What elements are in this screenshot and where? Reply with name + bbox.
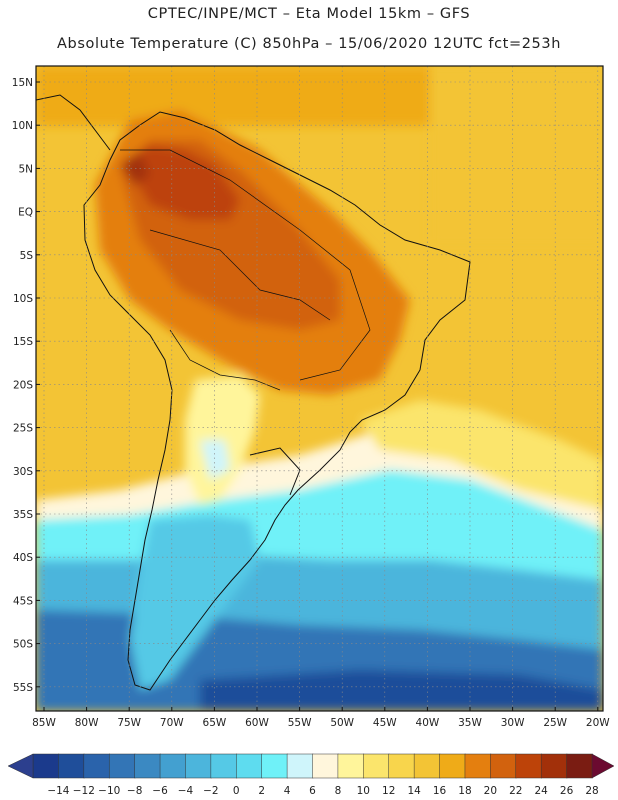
- coastlines: [36, 94, 471, 691]
- colorbar-tick-label: 26: [560, 785, 574, 797]
- lat-label: 10S: [13, 293, 33, 305]
- colorbar-low-arrow: [7, 753, 34, 779]
- lat-label: 10N: [12, 120, 33, 132]
- lon-label: 45W: [373, 717, 397, 729]
- lat-label: 15S: [13, 336, 33, 348]
- colorbar-high-arrow: [591, 753, 615, 779]
- colorbar-swatch: [540, 753, 568, 779]
- colorbar-tick-label: 0: [233, 785, 240, 797]
- lat-label: 30S: [13, 466, 33, 478]
- coastline-south-america: [83, 111, 471, 691]
- lat-label: EQ: [18, 207, 33, 219]
- colorbar-swatch: [58, 753, 85, 779]
- lon-label: 65W: [203, 717, 227, 729]
- colorbar-swatch: [159, 753, 187, 779]
- colorbar: [7, 753, 615, 779]
- colorbar-tick-labels: −14 −12 −10 −8 −6 −4 −2 0 2 4 6 8 10 12 14 16 18 20 22 24 26…: [47, 785, 598, 797]
- lon-label: 70W: [160, 717, 184, 729]
- colorbar-tick-label: 10: [357, 785, 370, 797]
- lat-label: 5N: [18, 163, 33, 175]
- colorbar-tick-label: −6: [152, 785, 168, 797]
- colorbar-tick-label: 2: [258, 785, 265, 797]
- colorbar-tick-label: 4: [284, 785, 291, 797]
- colorbar-tick-label: −14: [47, 785, 69, 797]
- colorbar-tick-label: 20: [484, 785, 497, 797]
- colorbar-tick-label: −4: [178, 785, 194, 797]
- lat-label: 40S: [13, 552, 33, 564]
- temperature-field: [36, 66, 603, 711]
- colorbar-tick-label: 8: [335, 785, 342, 797]
- colorbar-swatch: [83, 753, 110, 779]
- colorbar-swatch: [134, 753, 161, 779]
- lon-label: 55W: [288, 717, 312, 729]
- colorbar-swatch: [312, 753, 339, 779]
- colorbar-swatch: [108, 753, 136, 779]
- lon-label: 50W: [330, 717, 354, 729]
- longitude-labels: 85W 80W 75W 70W 65W 60W 55W 50W 45W 40W 35W 30W 25W 2…: [32, 707, 610, 729]
- lon-label: 35W: [458, 717, 482, 729]
- latitude-labels: 15N 10N 5N EQ 5S 10S 15S 20S 25S 30S 35S 40S 45S 50S 5…: [12, 77, 40, 694]
- colorbar-tick-label: 22: [509, 785, 522, 797]
- colorbar-swatch: [439, 753, 466, 779]
- lon-label: 60W: [245, 717, 269, 729]
- colorbar-swatch: [363, 753, 390, 779]
- colorbar-tick-label: 12: [382, 785, 395, 797]
- colorbar-swatch: [210, 753, 238, 779]
- colorbar-tick-label: 16: [433, 785, 447, 797]
- lon-label: 80W: [75, 717, 99, 729]
- colorbar-swatch: [490, 753, 517, 779]
- colorbar-tick-label: 6: [309, 785, 316, 797]
- lon-label: 25W: [543, 717, 567, 729]
- colorbar-swatch: [32, 753, 60, 779]
- colorbar-swatch: [337, 753, 365, 779]
- colorbar-swatch: [185, 753, 212, 779]
- lat-label: 20S: [13, 379, 33, 391]
- lat-label: 15N: [12, 77, 33, 89]
- colorbar-tick-label: 18: [458, 785, 471, 797]
- field-hot-core: [125, 145, 240, 220]
- colorbar-tick-label: −12: [73, 785, 95, 797]
- lat-label: 5S: [20, 250, 34, 262]
- colorbar-tick-label: −10: [98, 785, 120, 797]
- colorbar-swatch: [286, 753, 314, 779]
- colorbar-tick-label: 14: [407, 785, 421, 797]
- lat-label: 35S: [13, 509, 33, 521]
- colorbar-tick-label: −2: [203, 785, 218, 797]
- colorbar-swatch: [413, 753, 441, 779]
- colorbar-tick-label: 24: [534, 785, 548, 797]
- colorbar-swatch: [261, 753, 288, 779]
- colorbar-tick-label: 28: [585, 785, 598, 797]
- colorbar-swatch: [566, 753, 593, 779]
- title-line-2: Absolute Temperature (C) 850hPa – 15/06/…: [57, 36, 561, 52]
- colorbar-swatch: [388, 753, 415, 779]
- lon-label: 30W: [501, 717, 525, 729]
- lat-label: 25S: [13, 423, 33, 435]
- title-line-1: CPTEC/INPE/MCT – Eta Model 15km – GFS: [147, 6, 471, 22]
- lon-label: 85W: [32, 717, 56, 729]
- coastline-rio-de-la-plata: [249, 447, 301, 496]
- colorbar-swatch: [464, 753, 492, 779]
- lat-label: 50S: [13, 639, 33, 651]
- plot-frame: [35, 65, 604, 712]
- coastline-central-america: [36, 94, 111, 151]
- lon-label: 40W: [416, 717, 440, 729]
- colorbar-swatch: [515, 753, 542, 779]
- graticule: [36, 66, 603, 711]
- lat-label: 55S: [13, 682, 33, 694]
- colorbar-tick-label: −8: [127, 785, 142, 797]
- lon-label: 75W: [117, 717, 141, 729]
- lat-label: 45S: [13, 595, 33, 607]
- lon-label: 20W: [586, 717, 610, 729]
- colorbar-swatch: [236, 753, 263, 779]
